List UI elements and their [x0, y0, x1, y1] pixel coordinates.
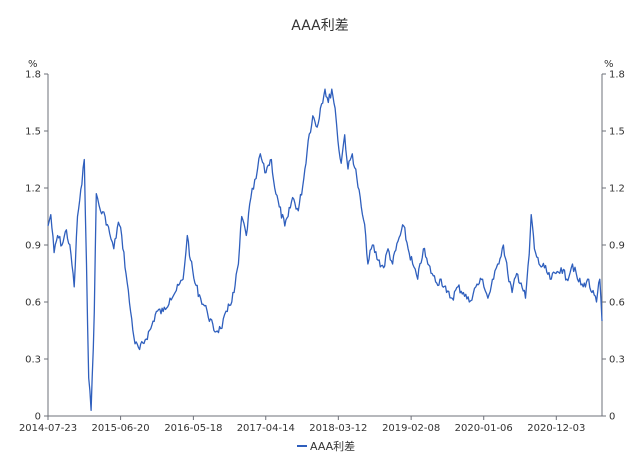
y-tick-label-right: 1.2	[609, 184, 625, 195]
x-tick-label: 2020-12-03	[527, 423, 585, 434]
axes	[47, 74, 603, 417]
y-tick-label-right: 0.3	[609, 355, 625, 366]
x-ticks: 2014-07-23 2015-06-20 2016-05-18 2017-04-14…	[19, 416, 585, 434]
y-tick-label-left: 0.9	[25, 241, 41, 252]
y-tick-label-right: 0.6	[609, 298, 625, 309]
chart-title: AAA利差	[291, 18, 349, 34]
series-line-aaa-spread	[47, 88, 603, 411]
x-tick-label: 2017-04-14	[237, 423, 295, 434]
x-tick-label: 2019-02-08	[382, 423, 440, 434]
y-tick-label-left: 1.2	[25, 184, 41, 195]
y-tick-label-left: 0.6	[25, 298, 41, 309]
x-tick-label: 2015-06-20	[92, 423, 150, 434]
x-tick-label: 2020-01-06	[455, 423, 513, 434]
y-unit-left: %	[28, 59, 38, 70]
y-tick-label-left: 1.8	[25, 70, 41, 81]
legend-label: AAA利差	[310, 439, 355, 453]
x-tick-label: 2014-07-23	[19, 423, 77, 434]
y-tick-label-right: 1.8	[609, 70, 625, 81]
y-tick-label-left: 0.3	[25, 355, 41, 366]
y-tick-label-left: 1.5	[25, 127, 41, 138]
legend[interactable]: AAA利差	[297, 439, 355, 453]
x-tick-label: 2018-03-12	[309, 423, 367, 434]
x-tick-label: 2016-05-18	[164, 423, 222, 434]
y-tick-label-left: 0	[35, 412, 41, 423]
y-ticks-left: 0 0.3 0.6 0.9 1.2 1.5 1.8	[25, 70, 48, 423]
y-tick-label-right: 1.5	[609, 127, 625, 138]
y-tick-label-right: 0	[609, 412, 615, 423]
y-unit-right: %	[604, 59, 614, 70]
y-tick-label-right: 0.9	[609, 241, 625, 252]
y-ticks-right: 0 0.3 0.6 0.9 1.2 1.5 1.8	[602, 70, 625, 423]
